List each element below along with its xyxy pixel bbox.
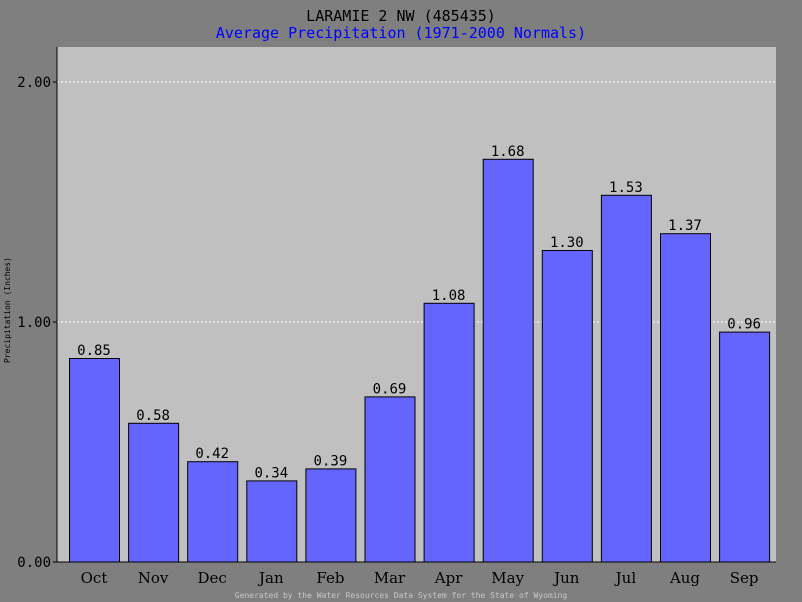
x-tick-label: Feb bbox=[316, 569, 344, 587]
x-tick-label: Aug bbox=[669, 569, 700, 587]
x-tick-label: Jun bbox=[552, 569, 580, 587]
x-tick-label: Mar bbox=[374, 569, 406, 587]
bar-may bbox=[482, 158, 534, 563]
data-label: 0.34 bbox=[254, 465, 288, 481]
x-tick-label: May bbox=[491, 569, 524, 587]
bar-jan bbox=[246, 480, 298, 563]
data-label: 1.30 bbox=[550, 235, 584, 251]
x-tick-label: Apr bbox=[434, 569, 463, 587]
bar-nov bbox=[128, 422, 180, 563]
y-tick-label: 2.00 bbox=[17, 75, 51, 91]
data-label: 0.69 bbox=[373, 381, 407, 397]
x-tick-label: Oct bbox=[81, 569, 108, 587]
data-label: 1.08 bbox=[432, 288, 466, 304]
x-tick-label: Jul bbox=[614, 569, 637, 587]
bar-jul bbox=[600, 194, 652, 563]
data-label: 1.68 bbox=[491, 144, 525, 160]
y-tick-label: 0.00 bbox=[17, 555, 51, 571]
bar-mar bbox=[364, 396, 416, 563]
data-labels: 0.85 0.58 0.42 0.34 0.39 0.69 1.08 1.68 1.30 1.53… bbox=[77, 144, 761, 482]
y-axis-label: Precipitation (Inches) bbox=[3, 257, 12, 363]
x-tick-label: Dec bbox=[198, 569, 227, 587]
chart-subtitle: Average Precipitation (1971-2000 Normals… bbox=[216, 24, 586, 42]
x-tick-label: Jan bbox=[257, 569, 284, 587]
bar-aug bbox=[660, 233, 711, 563]
bar-dec bbox=[187, 461, 239, 563]
bar-apr bbox=[423, 302, 475, 563]
data-label: 1.53 bbox=[609, 180, 643, 196]
x-tick-label: Nov bbox=[138, 569, 169, 587]
bar-jun bbox=[541, 250, 593, 563]
y-axis-ticks: 0.00 1.00 2.00 bbox=[17, 47, 776, 571]
bar-feb bbox=[305, 468, 357, 563]
x-tick-label: Sep bbox=[730, 569, 759, 587]
chart-title: LARAMIE 2 NW (485435) bbox=[306, 7, 496, 25]
data-label: 1.37 bbox=[668, 218, 702, 234]
footer-credit: Generated by the Water Resources Data Sy… bbox=[235, 591, 568, 600]
bars bbox=[69, 158, 771, 563]
data-label: 0.39 bbox=[314, 453, 348, 469]
data-label: 0.42 bbox=[195, 446, 229, 462]
bar-sep bbox=[719, 331, 771, 563]
data-label: 0.85 bbox=[77, 343, 111, 359]
data-label: 0.96 bbox=[727, 317, 761, 333]
bar-oct bbox=[69, 358, 120, 563]
y-tick-label: 1.00 bbox=[17, 315, 51, 331]
x-axis-ticks: Oct Nov Dec Jan Feb Mar Apr May Jun Jul Aug Sep bbox=[81, 569, 759, 587]
data-label: 0.58 bbox=[136, 408, 170, 424]
